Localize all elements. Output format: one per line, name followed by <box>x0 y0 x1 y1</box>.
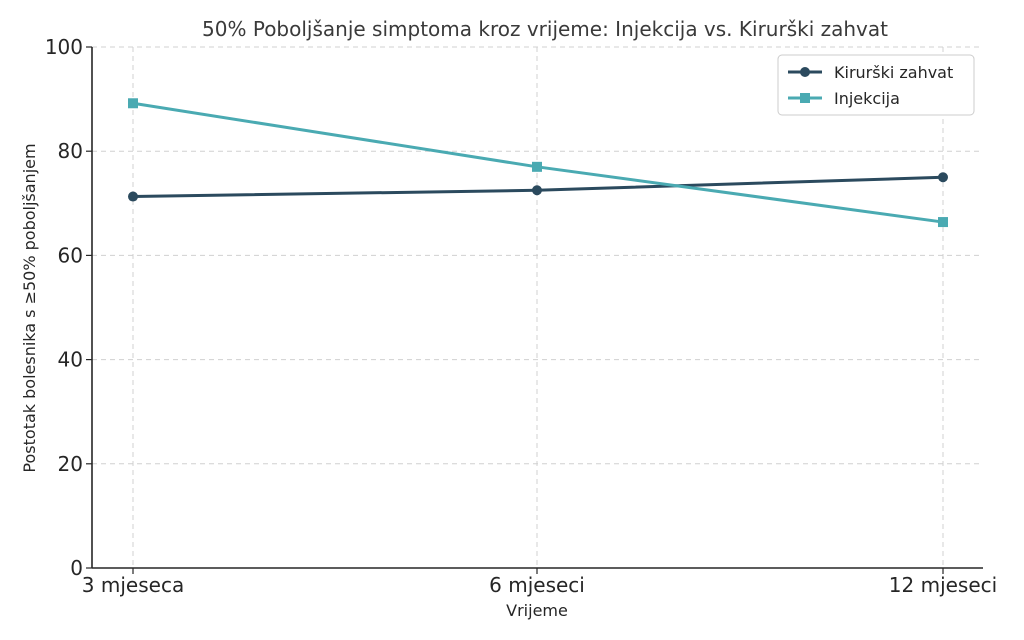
y-tick-label: 40 <box>58 348 83 372</box>
y-tick-label: 0 <box>70 556 83 580</box>
data-point-square <box>128 98 138 109</box>
y-tick-label: 80 <box>58 139 83 163</box>
chart-title: 50% Poboljšanje simptoma kroz vrijeme: I… <box>202 17 888 41</box>
data-point-circle <box>938 172 948 183</box>
x-tick-label: 6 mjeseci <box>489 573 585 597</box>
data-point-square <box>938 217 948 228</box>
legend-marker-square <box>800 93 810 103</box>
ticks-layer: 0 20 40 60 80 100 3 mjeseca 6 mjeseci 12 mjeseci <box>45 35 997 597</box>
grid-layer <box>92 46 983 568</box>
data-point-square <box>532 161 542 172</box>
legend-box <box>777 54 975 116</box>
x-tick-label: 12 mjeseci <box>889 573 997 597</box>
data-point-circle <box>128 191 138 202</box>
x-tick-label: 3 mjeseca <box>82 573 184 597</box>
legend-marker-circle <box>800 67 810 77</box>
data-point-circle <box>532 185 542 196</box>
y-tick-label: 20 <box>58 452 83 476</box>
y-axis-label: Postotak bolesnika s ≥50% poboljšanjem <box>20 143 39 472</box>
legend-label-0: Kirurški zahvat <box>834 63 953 82</box>
y-tick-label: 60 <box>58 243 83 267</box>
legend-label-1: Injekcija <box>834 89 900 108</box>
y-tick-label: 100 <box>45 35 83 59</box>
legend: Kirurški zahvat Injekcija <box>777 54 975 116</box>
series-layer <box>128 98 948 228</box>
x-axis-label: Vrijeme <box>506 601 568 620</box>
